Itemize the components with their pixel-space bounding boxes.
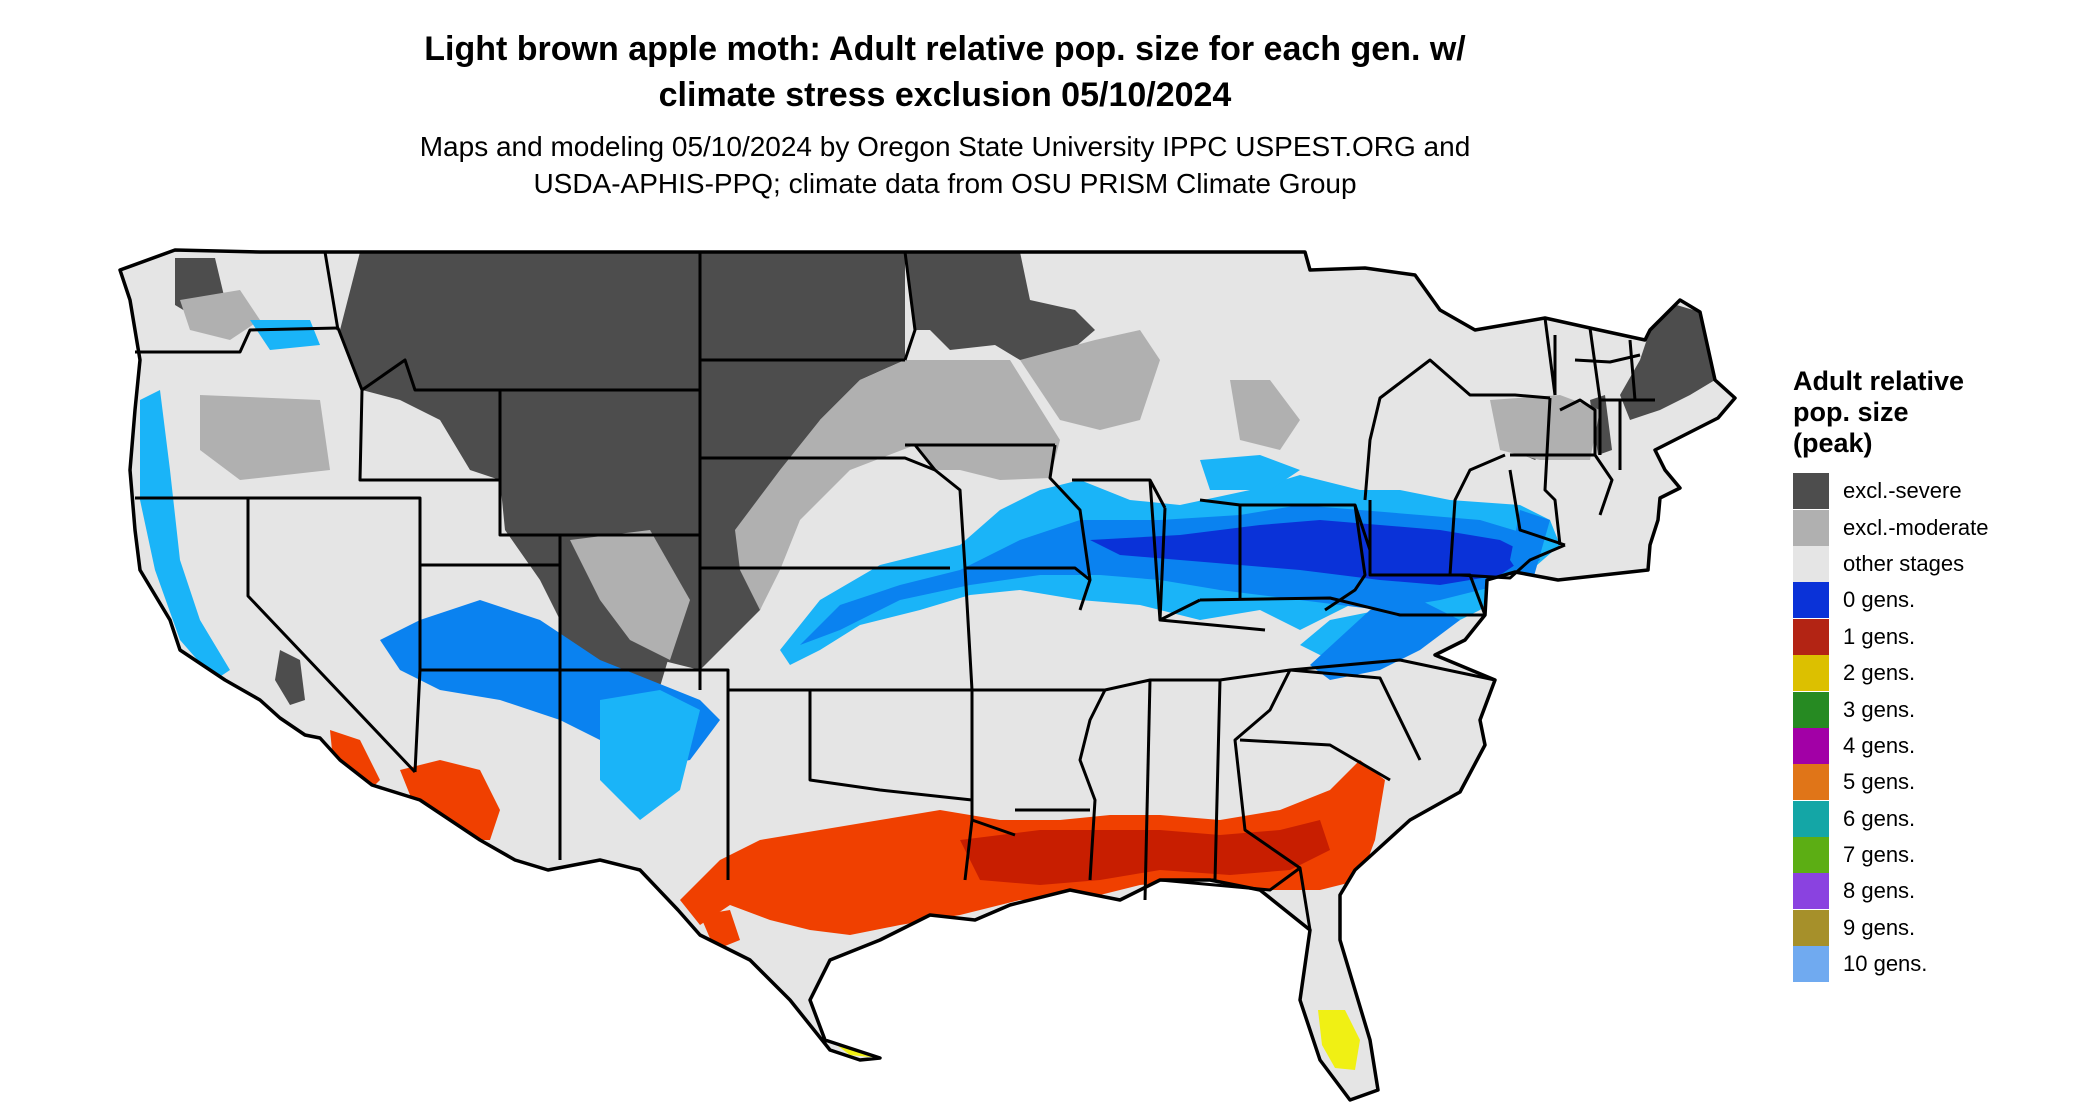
us-outline — [118, 248, 1737, 1102]
legend-label: 5 gens. — [1843, 769, 1916, 795]
legend-item: 8 gens. — [1793, 873, 2093, 910]
legend-label: 1 gens. — [1843, 623, 1916, 649]
state-borders — [135, 251, 1655, 931]
map-subtitle-line-2: USDA-APHIS-PPQ; climate data from OSU PR… — [533, 168, 1357, 199]
zone-moderate-newyork — [1490, 395, 1600, 460]
legend-item: 7 gens. — [1793, 837, 2093, 874]
legend-label: 10 gens. — [1843, 951, 1928, 977]
legend-title-line-3: (peak) — [1793, 428, 1873, 458]
zone-severe-minnesota — [905, 252, 1095, 360]
legend-swatch — [1793, 909, 1829, 946]
zone-moderate-washington — [180, 290, 260, 340]
legend-title-line-1: Adult relative — [1793, 366, 1965, 396]
legend-swatch — [1793, 473, 1829, 510]
legend-label: 6 gens. — [1843, 805, 1916, 831]
legend-item: excl.-moderate — [1793, 509, 2093, 546]
legend-label: 2 gens. — [1843, 660, 1916, 686]
map-title-line-1: Light brown apple moth: Adult relative p… — [424, 30, 1466, 68]
zone-blue-appalachia — [1310, 600, 1460, 680]
zone-yellow-florida — [1318, 1010, 1360, 1070]
legend-label: 9 gens. — [1843, 914, 1916, 940]
zone-blue-nm — [600, 690, 700, 820]
map-title: Light brown apple moth: Adult relative p… — [300, 26, 1590, 118]
legend-item: 4 gens. — [1793, 727, 2093, 764]
legend-label: 3 gens. — [1843, 696, 1916, 722]
zone-moderate-plains — [735, 360, 1060, 610]
legend-item: other stages — [1793, 545, 2093, 582]
zone-moderate-wisconsin — [1020, 330, 1160, 430]
legend-item: excl.-severe — [1793, 473, 2093, 510]
legend-item: 5 gens. — [1793, 764, 2093, 801]
legend-label: excl.-moderate — [1843, 514, 1989, 540]
zone-moderate-utah — [570, 530, 690, 660]
legend-swatch — [1793, 837, 1829, 874]
legend-item: 10 gens. — [1793, 946, 2093, 983]
legend-swatch — [1793, 873, 1829, 910]
legend-swatch — [1793, 946, 1829, 983]
zone-red-texas-west — [700, 910, 740, 950]
zone-severe-maine — [1620, 300, 1715, 420]
legend-title-line-2: pop. size — [1793, 397, 1909, 427]
legend-item: 2 gens. — [1793, 655, 2093, 692]
zone-blue-michigan — [1200, 455, 1300, 490]
legend-label: 4 gens. — [1843, 732, 1916, 758]
legend-item: 3 gens. — [1793, 691, 2093, 728]
legend-item: 9 gens. — [1793, 909, 2093, 946]
zone-blue-coast — [140, 390, 230, 680]
legend-swatch — [1793, 582, 1829, 619]
map-subtitle-line-1: Maps and modeling 05/10/2024 by Oregon S… — [419, 131, 1471, 162]
legend-label: 7 gens. — [1843, 842, 1916, 868]
zone-severe-sierra — [275, 650, 305, 705]
legend-swatch — [1793, 618, 1829, 655]
legend-items: excl.-severe excl.-moderate other stages 0 … — [1793, 473, 2093, 983]
legend-title: Adult relative pop. size (peak) — [1793, 366, 2093, 459]
legend-swatch — [1793, 545, 1829, 582]
legend-label: other stages — [1843, 550, 1965, 576]
legend-item: 1 gens. — [1793, 618, 2093, 655]
legend-swatch — [1793, 691, 1829, 728]
zone-moderate-michigan — [1230, 380, 1300, 450]
legend-swatch — [1793, 655, 1829, 692]
zone-moderate-oregon — [200, 395, 330, 480]
legend-label: 0 gens. — [1843, 587, 1916, 613]
legend-item: 6 gens. — [1793, 800, 2093, 837]
legend-swatch — [1793, 764, 1829, 801]
map-title-line-2: climate stress exclusion 05/10/2024 — [658, 76, 1232, 114]
legend-swatch — [1793, 800, 1829, 837]
legend-swatch — [1793, 727, 1829, 764]
map-legend: Adult relative pop. size (peak) excl.-se… — [1793, 366, 2093, 983]
legend-label: 8 gens. — [1843, 878, 1916, 904]
map-subtitle: Maps and modeling 05/10/2024 by Oregon S… — [300, 128, 1590, 202]
zone-blue-band-dark — [1090, 520, 1530, 585]
legend-swatch — [1793, 509, 1829, 546]
legend-label: excl.-severe — [1843, 478, 1962, 504]
legend-item: 0 gens. — [1793, 582, 2093, 619]
